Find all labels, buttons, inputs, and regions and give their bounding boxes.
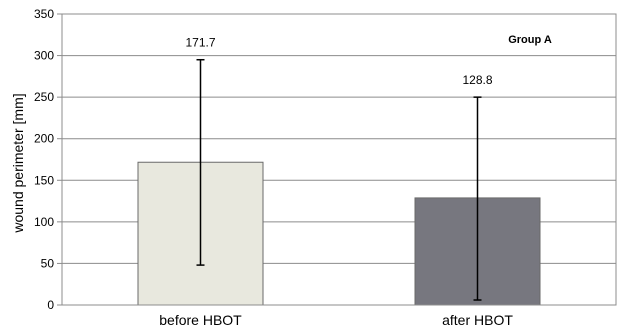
- y-tick-label: 50: [41, 256, 55, 270]
- category-labels: before HBOT after HBOT: [159, 312, 513, 328]
- category-label: before HBOT: [159, 312, 242, 328]
- y-tick-label: 0: [47, 298, 54, 312]
- plot-area-border: [61, 13, 617, 306]
- y-axis-label: wound perimeter [mm]: [10, 93, 26, 233]
- data-labels: 171.7 128.8: [185, 36, 492, 87]
- bars: [137, 161, 541, 306]
- y-tick-label: 100: [34, 215, 54, 229]
- data-label: 171.7: [185, 36, 215, 50]
- y-tick-labels: 0 50 100 150 200 250 300 350: [34, 7, 54, 312]
- data-label: 128.8: [462, 73, 492, 87]
- axes: [61, 13, 617, 306]
- y-tick-label: 350: [34, 7, 54, 21]
- category-label: after HBOT: [442, 312, 513, 328]
- y-tick-label: 300: [34, 49, 54, 63]
- y-tick-label: 250: [34, 90, 54, 104]
- group-annotation: Group A: [508, 34, 552, 46]
- y-tick-label: 200: [34, 132, 54, 146]
- y-tick-label: 150: [34, 173, 54, 187]
- error-bars: [196, 58, 482, 301]
